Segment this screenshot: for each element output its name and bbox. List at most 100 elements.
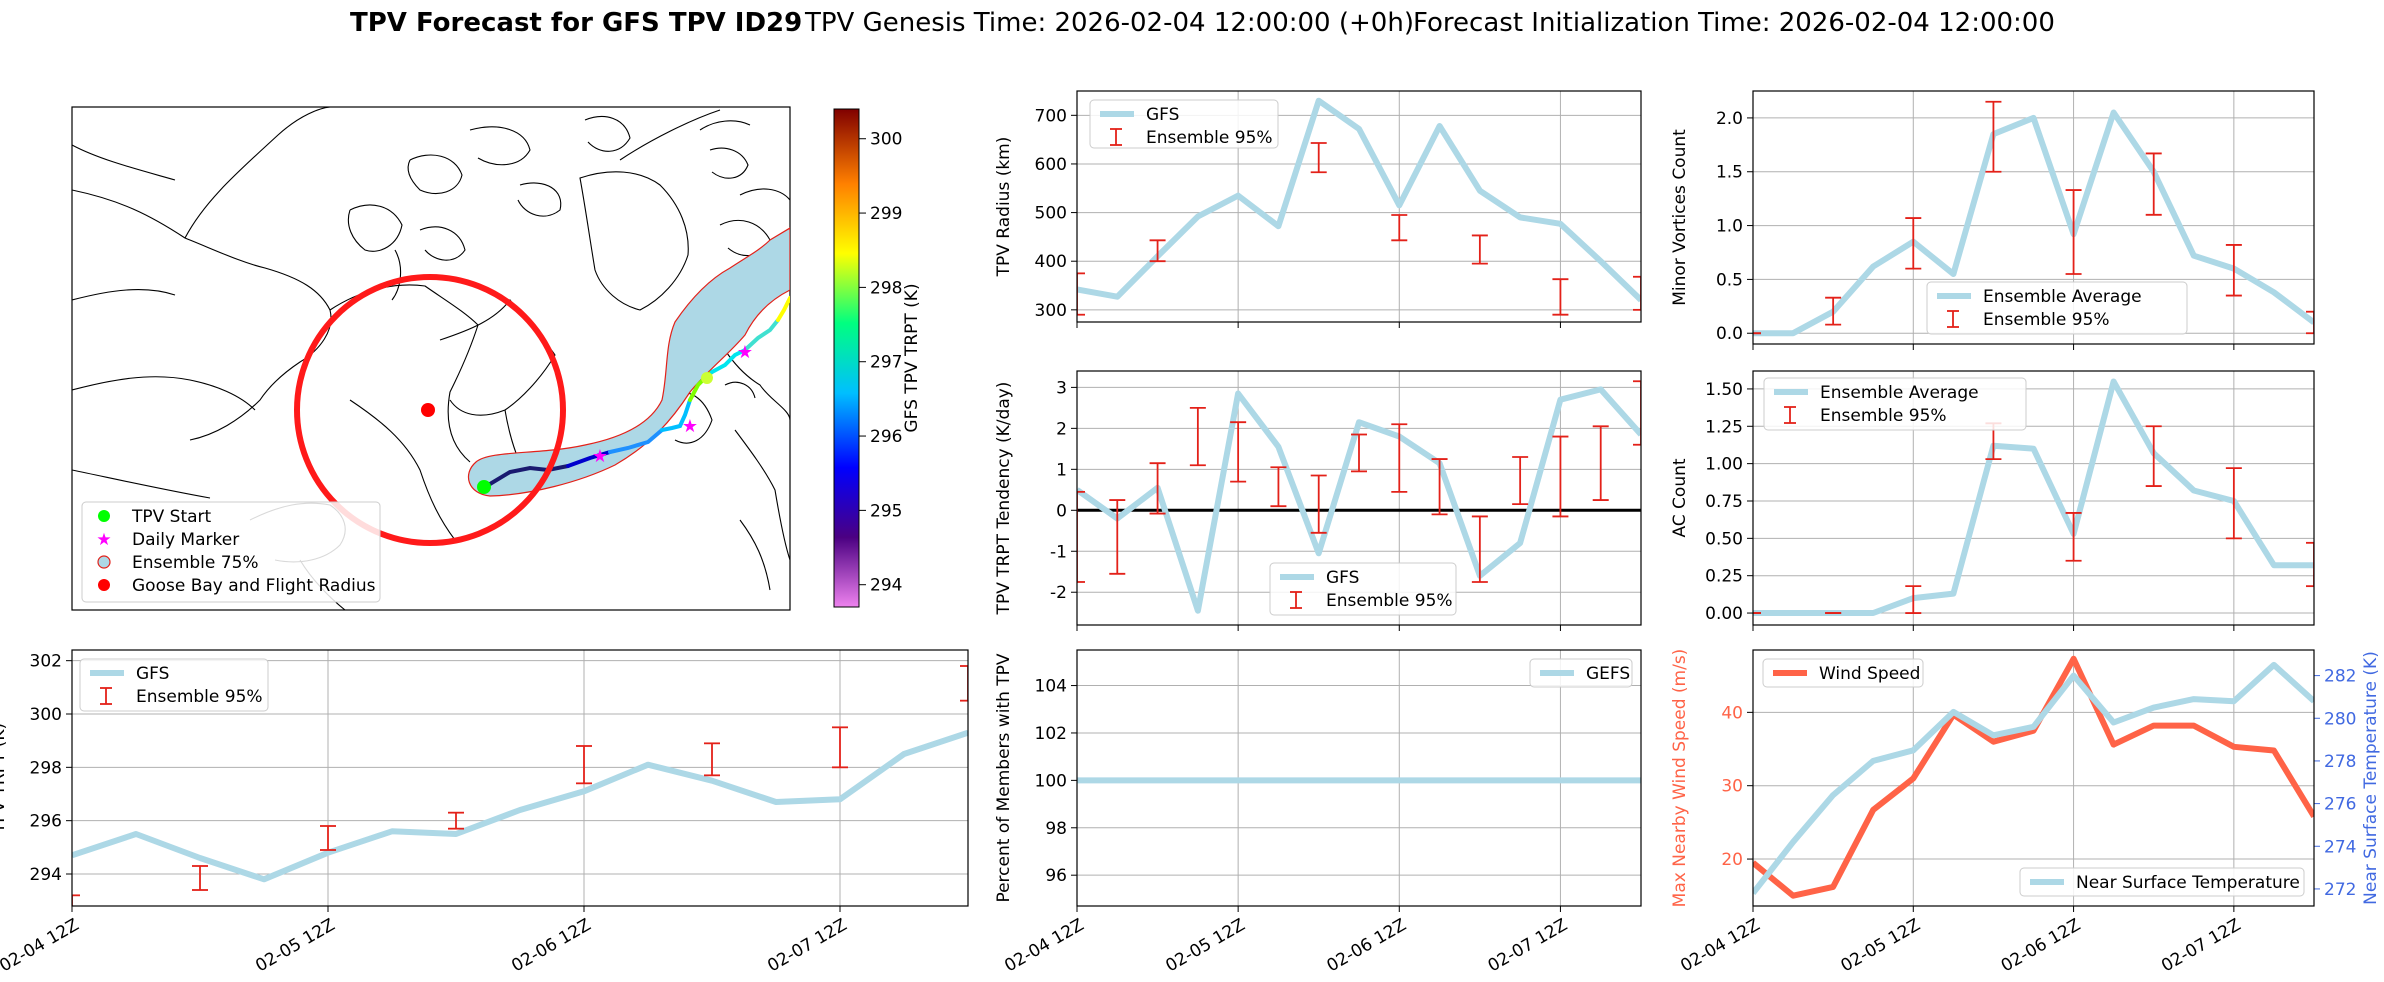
x-tick-label: 02-06 12Z	[1323, 915, 1409, 976]
figure-title: TPV Forecast for GFS TPV ID29	[350, 8, 802, 38]
colorbar-tick-label: 294	[870, 576, 902, 596]
chart-panel-minor: 0.0 0.5 1.0 1.5 2.0 Minor Vortices Count Ensem…	[1670, 90, 2315, 350]
x-tick-label: 02-05 12Z	[252, 915, 338, 976]
map-legend: TPV Start ★ Daily Marker Ensemble 75% Go…	[81, 501, 381, 603]
chart-panel-members: 02-04 12Z 02-05 12Z 02-06 12Z 02-07 12Z 96 98…	[994, 649, 1642, 976]
chart-legend: GFS Ensemble 95%	[79, 658, 269, 712]
y2-tick-label: 276	[2324, 795, 2356, 815]
series-line-gfs	[1077, 97, 1641, 303]
y2-axis-label: Near Surface Temperature (K)	[2361, 651, 2381, 905]
map-panel: ★ ★ ★ TPV Start ★ Daily Marker Ensemble …	[71, 106, 791, 611]
legend-box	[2019, 867, 2305, 897]
legend-ensemble-75: Ensemble 75%	[132, 553, 259, 573]
daily-marker-1: ★	[592, 446, 608, 467]
y-axis-label: TPV TRPT Tendency (K/day)	[994, 382, 1014, 616]
colorbar-tick-label: 297	[870, 353, 902, 373]
y-axis-label: TPV Radius (km)	[994, 137, 1014, 278]
plot-frame	[1076, 649, 1642, 907]
plot-frame	[1752, 370, 2315, 626]
x-tick-label: 02-07 12Z	[764, 915, 850, 976]
series-line-ensemble-average	[1753, 378, 2314, 616]
legend-daily-marker: Daily Marker	[132, 530, 239, 550]
legend-label: GFS	[136, 664, 169, 684]
legend-label: Ensemble 95%	[1820, 406, 1947, 426]
tpv-track	[483, 296, 790, 489]
colorbar-tick-label: 295	[870, 501, 902, 521]
y-tick-label: 0.00	[1705, 604, 1743, 624]
daily-marker-2: ★	[682, 416, 698, 437]
chart-panel-ac: 0.00 0.25 0.50 0.75 1.00 1.25 1.50 AC Count Ense…	[1670, 370, 2315, 631]
y-tick-label: 40	[1721, 703, 1743, 723]
flight-radius-circle	[294, 274, 566, 546]
legend-box	[1089, 99, 1279, 149]
legend-box	[79, 658, 269, 712]
series-line-gfs	[1077, 386, 1641, 614]
legend-tpv-start: TPV Start	[131, 507, 212, 527]
daily-marker-3: ★	[737, 342, 753, 363]
y-tick-label: 0.75	[1705, 492, 1743, 512]
y-tick-label: 400	[1035, 252, 1067, 272]
plot-frame	[1076, 370, 1642, 626]
y-tick-label: 1.00	[1705, 455, 1743, 475]
plot-marks	[72, 665, 968, 906]
y-tick-label: 1.5	[1716, 163, 1743, 183]
y-tick-label: 0.50	[1705, 529, 1743, 549]
daily-marker-dot	[701, 372, 713, 384]
y2-tick-label: 280	[2324, 709, 2356, 729]
legend-box	[1762, 658, 1924, 688]
y-axis-label: TPV TRPT (K)	[0, 723, 9, 834]
chart-legend: GFS Ensemble 95%	[1269, 562, 1457, 616]
map-colorbar: 294 295 296 297 298 299 300 GFS TPV TRPT (K)	[833, 108, 922, 608]
goose-bay-marker	[421, 403, 435, 417]
legend-box	[1763, 377, 2027, 431]
legend-label: Ensemble Average	[1983, 287, 2142, 307]
legend-label: GFS	[1146, 105, 1179, 125]
legend-label: GEFS	[1586, 664, 1630, 684]
y-tick-label: 96	[1045, 866, 1067, 886]
tpv-start-marker	[477, 480, 491, 494]
legend-label: GFS	[1326, 568, 1359, 588]
y-tick-label: 2.0	[1716, 109, 1743, 129]
chart-panel-trpt: 02-04 12Z 02-05 12Z 02-06 12Z 02-07 12Z 294 2…	[0, 649, 969, 976]
y-tick-label: 700	[1035, 106, 1067, 126]
y-tick-label: 3	[1056, 378, 1067, 398]
legend-label: Ensemble 95%	[1983, 310, 2110, 330]
legend-label: Ensemble Average	[1820, 383, 1979, 403]
y-tick-label: 1	[1056, 460, 1067, 480]
plot-frame	[1752, 90, 2315, 345]
colorbar-tick-label: 298	[870, 278, 902, 298]
y-tick-label: 100	[1035, 771, 1067, 791]
y-tick-label: 296	[30, 812, 62, 832]
legend-box	[1926, 281, 2188, 335]
plot-frame	[71, 649, 969, 907]
plot-marks	[1753, 100, 2314, 337]
legend-box	[1269, 562, 1457, 616]
legend-goose-bay: Goose Bay and Flight Radius	[132, 576, 376, 596]
colorbar-tick-label: 300	[870, 130, 902, 150]
chart-legend: Ensemble Average Ensemble 95%	[1926, 281, 2188, 335]
y-axis-label: Max Nearby Wind Speed (m/s)	[1670, 649, 1690, 908]
legend-label: Wind Speed	[1819, 664, 1920, 684]
x-tick-label: 02-06 12Z	[508, 915, 594, 976]
genesis-time: TPV Genesis Time: 2026-02-04 12:00:00 (+…	[804, 8, 1414, 38]
chart-legend: GEFS	[1529, 658, 1633, 688]
y-tick-label: 20	[1721, 850, 1743, 870]
legend-label: Near Surface Temperature	[2076, 873, 2300, 893]
plot-marks	[1077, 380, 1641, 614]
chart-legend: GFS Ensemble 95%	[1089, 99, 1279, 149]
y-tick-label: 600	[1035, 155, 1067, 175]
y-tick-label: 0	[1056, 501, 1067, 521]
chart-legend: Ensemble Average Ensemble 95%	[1763, 377, 2027, 431]
y2-tick-label: 274	[2324, 837, 2356, 857]
y-tick-label: 300	[1035, 301, 1067, 321]
chart-panel-radius: 300 400 500 600 700 TPV Radius (km) GFS Ensembl…	[994, 90, 1642, 328]
y-tick-label: -2	[1050, 583, 1067, 603]
y-tick-label: 30	[1721, 777, 1743, 797]
y2-tick-label: 278	[2324, 752, 2356, 772]
plot-frame	[1076, 90, 1642, 323]
y-tick-label: 300	[30, 705, 62, 725]
series-line-near-surface-temperature	[1753, 661, 2314, 896]
x-tick-label: 02-04 12Z	[1677, 915, 1763, 976]
y-tick-label: 0.5	[1716, 270, 1743, 290]
